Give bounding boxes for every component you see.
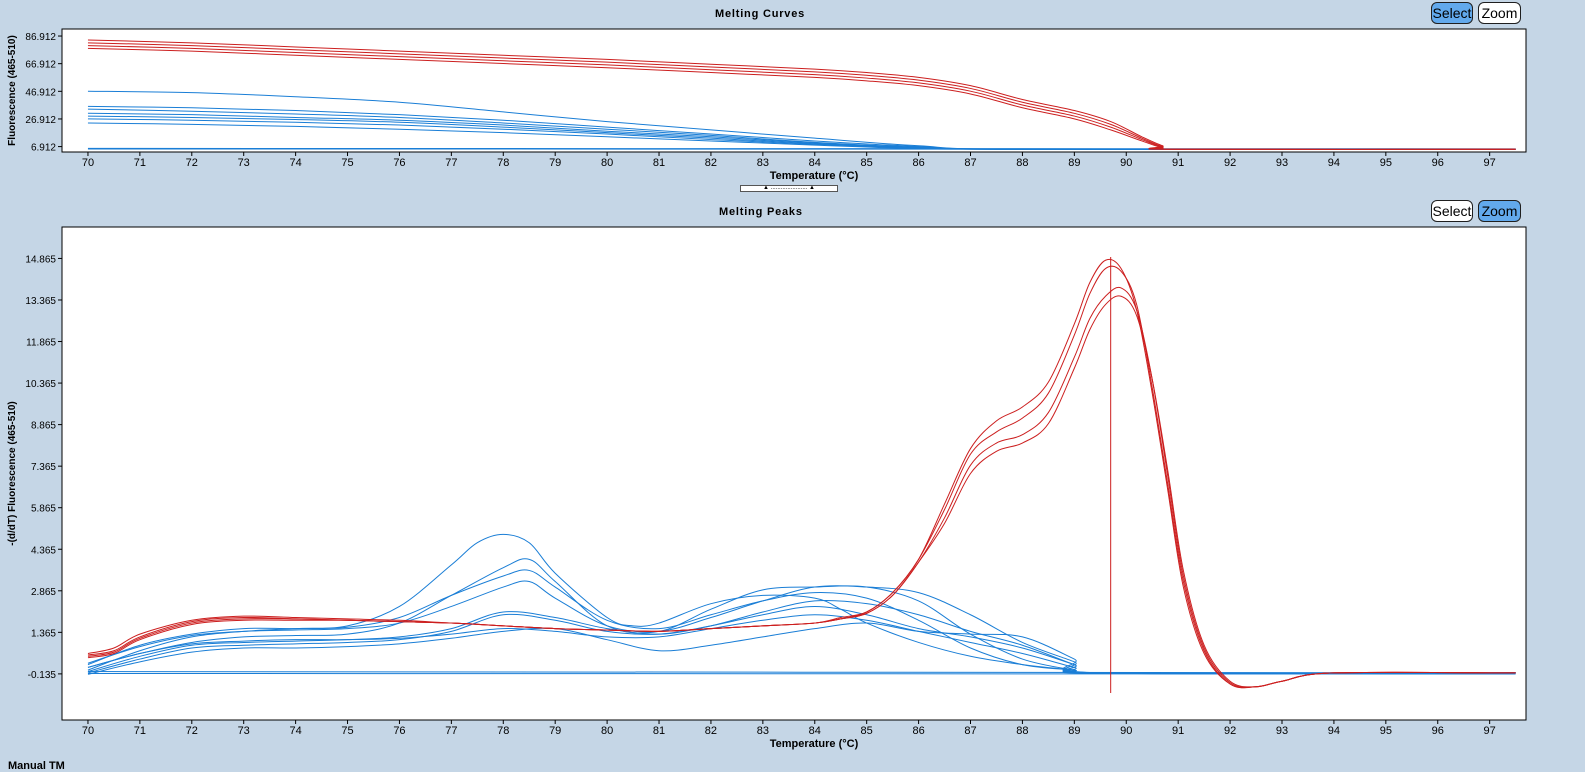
x-tick-label: 88 xyxy=(1016,725,1028,737)
x-tick-label: 80 xyxy=(601,725,613,737)
x-tick-label: 71 xyxy=(134,725,146,737)
x-tick-label: 82 xyxy=(705,725,717,737)
y-tick-label: -0.135 xyxy=(28,670,57,681)
x-tick-label: 94 xyxy=(1328,725,1340,737)
x-tick-label: 79 xyxy=(549,725,561,737)
y-tick-label: 8.865 xyxy=(31,421,56,432)
x-tick-label: 70 xyxy=(82,725,94,737)
x-axis-label: Temperature (°C) xyxy=(770,738,859,750)
x-tick-label: 72 xyxy=(186,725,198,737)
x-tick-label: 91 xyxy=(1172,725,1184,737)
x-tick-label: 76 xyxy=(393,725,405,737)
x-tick-label: 83 xyxy=(757,725,769,737)
x-tick-label: 78 xyxy=(497,725,509,737)
x-tick-label: 95 xyxy=(1380,725,1392,737)
x-tick-label: 75 xyxy=(341,725,353,737)
y-tick-label: 10.365 xyxy=(25,379,56,390)
x-tick-label: 96 xyxy=(1432,725,1444,737)
y-axis-label: -(d/dT) Fluorescence (465-510) xyxy=(7,401,18,545)
y-tick-label: 14.865 xyxy=(25,254,56,265)
x-tick-label: 97 xyxy=(1484,725,1496,737)
y-tick-label: 2.865 xyxy=(31,587,56,598)
x-tick-label: 90 xyxy=(1120,725,1132,737)
x-tick-label: 85 xyxy=(861,725,873,737)
x-tick-label: 92 xyxy=(1224,725,1236,737)
y-tick-label: 7.365 xyxy=(31,462,56,473)
y-tick-label: 5.865 xyxy=(31,504,56,515)
y-tick-label: 11.865 xyxy=(26,338,56,349)
y-tick-label: 4.365 xyxy=(31,545,56,556)
x-tick-label: 87 xyxy=(964,725,976,737)
plot-area xyxy=(62,227,1526,720)
x-tick-label: 89 xyxy=(1068,725,1080,737)
x-tick-label: 84 xyxy=(809,725,821,737)
series-line-blue xyxy=(88,673,1516,674)
y-tick-label: 13.365 xyxy=(25,296,56,307)
footer-label: Manual TM xyxy=(8,760,65,772)
y-tick-label: 1.365 xyxy=(31,628,56,639)
x-tick-label: 93 xyxy=(1276,725,1288,737)
x-tick-label: 77 xyxy=(445,725,457,737)
x-tick-label: 86 xyxy=(912,725,924,737)
x-tick-label: 73 xyxy=(238,725,250,737)
x-tick-label: 81 xyxy=(653,725,665,737)
x-tick-label: 74 xyxy=(289,725,301,737)
